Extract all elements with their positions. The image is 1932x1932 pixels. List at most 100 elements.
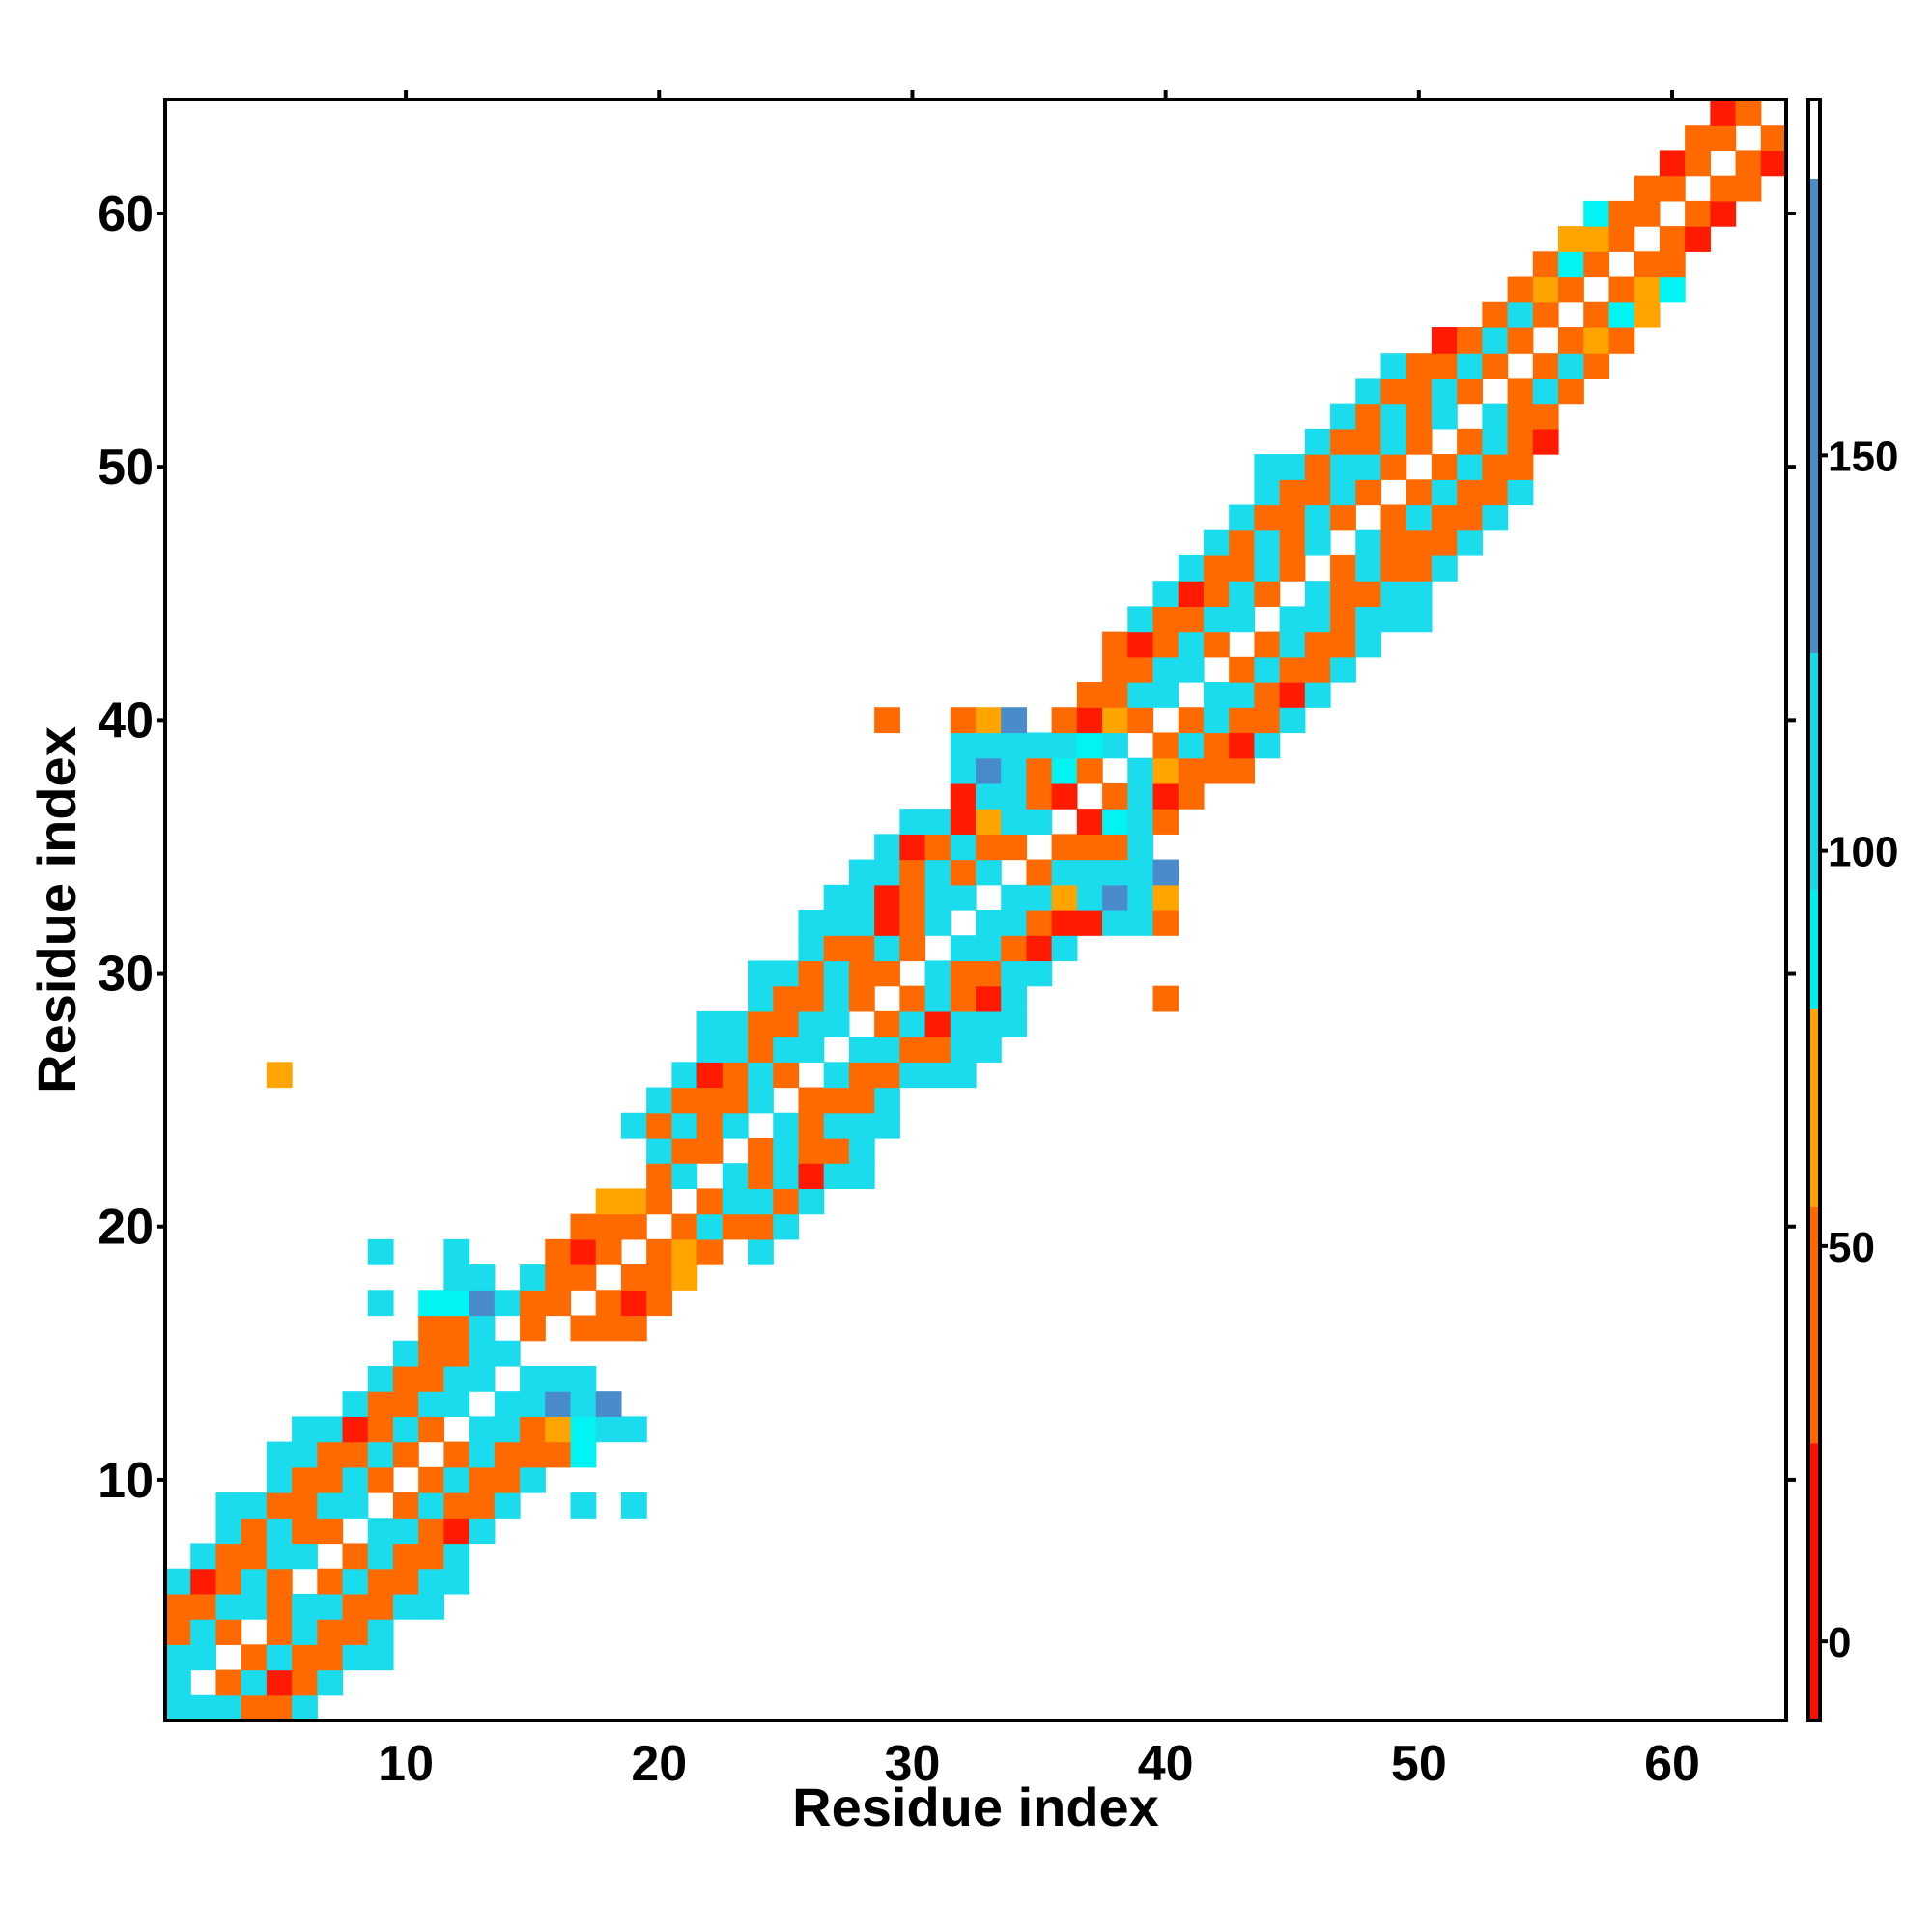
heatmap-cell: [1127, 631, 1154, 658]
heatmap-cell: [620, 1264, 647, 1291]
heatmap-cell: [620, 1112, 647, 1139]
heatmap-cell: [773, 1137, 800, 1164]
heatmap-cell: [899, 1010, 926, 1037]
colorbar: 0 50 100 150: [1806, 98, 1898, 1722]
heatmap-cell: [1152, 884, 1179, 911]
heatmap-cell: [748, 1213, 774, 1240]
heatmap-cell: [1482, 403, 1509, 430]
heatmap-cell: [823, 985, 850, 1012]
heatmap-cell: [773, 1037, 800, 1063]
colorbar-tick-label: 50: [1828, 1224, 1875, 1271]
heatmap-cell: [1051, 859, 1078, 886]
heatmap-cell: [190, 1619, 217, 1645]
heatmap-cell: [595, 1416, 622, 1443]
heatmap-cell: [646, 1137, 672, 1164]
heatmap-cell: [1254, 656, 1281, 683]
heatmap-cell: [1431, 554, 1458, 582]
colorbar-tick-label: 150: [1828, 433, 1898, 480]
heatmap-cell: [671, 1213, 698, 1240]
heatmap-cell: [848, 884, 875, 911]
heatmap-cell: [1152, 910, 1179, 936]
heatmap-cell: [976, 960, 1002, 987]
heatmap-cell: [443, 1466, 470, 1493]
heatmap-cell: [1127, 782, 1154, 810]
heatmap-cell: [595, 1238, 622, 1265]
heatmap-cell: [1001, 884, 1028, 911]
heatmap-cell: [1229, 504, 1256, 531]
heatmap-cell: [722, 1062, 749, 1089]
heatmap-cell: [798, 910, 825, 936]
heatmap-cell: [1406, 554, 1433, 582]
heatmap-cell: [1355, 529, 1382, 556]
heatmap-cell: [1431, 378, 1458, 405]
heatmap-cell: [671, 1112, 698, 1139]
heatmap-cell: [1457, 454, 1483, 480]
heatmap-cell: [1102, 782, 1128, 810]
heatmap-cell: [165, 1593, 191, 1620]
heatmap-cell: [1558, 226, 1584, 252]
heatmap-cell: [1304, 428, 1331, 455]
colorbar-band: [1808, 652, 1820, 891]
heatmap-cell: [1279, 631, 1306, 658]
heatmap-cell: [748, 1238, 774, 1265]
heatmap-cell: [418, 1568, 445, 1595]
heatmap-cell: [1152, 606, 1179, 633]
heatmap-cell: [1760, 125, 1787, 152]
heatmap-cell: [1355, 378, 1382, 405]
heatmap-cell: [1127, 910, 1154, 936]
heatmap-cell: [443, 1492, 470, 1519]
heatmap-cell: [874, 884, 900, 911]
heatmap-cell: [696, 1238, 724, 1265]
heatmap-cell: [671, 1163, 698, 1190]
heatmap-cell: [545, 1264, 572, 1291]
x-tick-label: 40: [1138, 1736, 1194, 1792]
plot-frame: [163, 98, 1788, 1722]
heatmap-cell: [165, 1644, 191, 1671]
colorbar-frame: [1806, 98, 1822, 1722]
heatmap-cell: [798, 985, 825, 1012]
heatmap-cell: [748, 1037, 774, 1063]
heatmap-cell: [1102, 910, 1128, 936]
heatmap-cell: [595, 1290, 622, 1317]
x-tick-label: 60: [1644, 1736, 1700, 1792]
heatmap-cell: [1127, 682, 1154, 708]
heatmap-cells: [165, 99, 1787, 1721]
heatmap-cell: [848, 1112, 875, 1139]
heatmap-cell: [823, 935, 850, 962]
heatmap-cell: [620, 1290, 647, 1317]
heatmap-cell: [620, 1416, 647, 1443]
heatmap-cell: [1001, 985, 1028, 1012]
heatmap-cell: [367, 1518, 394, 1545]
heatmap-cell: [1507, 276, 1534, 303]
heatmap-cell: [1406, 403, 1433, 430]
heatmap-cell: [1152, 682, 1179, 708]
heatmap-cell: [570, 1264, 597, 1291]
heatmap-cell: [1203, 732, 1230, 759]
heatmap-cell: [520, 1365, 546, 1392]
heatmap-cell: [976, 910, 1002, 936]
heatmap-cell: [848, 1137, 875, 1164]
heatmap-cell: [874, 859, 900, 886]
heatmap-cell: [1634, 301, 1661, 328]
heatmap-cell: [1001, 809, 1028, 835]
heatmap-cell: [1102, 732, 1128, 759]
heatmap-cell: [367, 1365, 394, 1392]
heatmap-cell: [722, 1213, 749, 1240]
heatmap-cell: [646, 1188, 672, 1215]
heatmap-cell: [570, 1416, 597, 1443]
heatmap-cell: [1229, 606, 1256, 633]
heatmap-cell: [292, 1416, 318, 1443]
heatmap-cell: [1127, 884, 1154, 911]
heatmap-cell: [1304, 454, 1331, 480]
heatmap-cell: [317, 1568, 344, 1595]
heatmap-cell: [1507, 403, 1534, 430]
heatmap-cell: [823, 1062, 850, 1089]
y-tick-label: 40: [98, 693, 154, 749]
heatmap-cell: [1051, 884, 1078, 911]
heatmap-cell: [1659, 175, 1686, 202]
heatmap-cell: [976, 935, 1002, 962]
heatmap-cell: [570, 1441, 597, 1468]
heatmap-cell: [1583, 301, 1610, 328]
heatmap-cell: [924, 859, 952, 886]
heatmap-cell: [924, 834, 952, 861]
